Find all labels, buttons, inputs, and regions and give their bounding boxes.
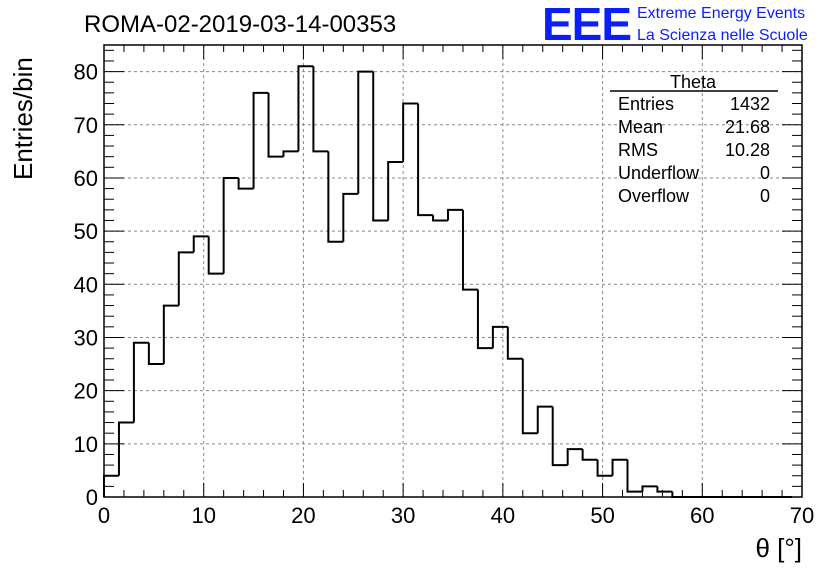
x-tick-label: 60 xyxy=(690,503,714,528)
stats-overflow-label: Overflow xyxy=(618,186,690,206)
x-tick-label: 30 xyxy=(391,503,415,528)
x-tick-label: 10 xyxy=(191,503,215,528)
plot-frame xyxy=(103,44,803,498)
histogram-bin xyxy=(476,289,493,350)
axis-ticks xyxy=(103,45,803,498)
histogram-bin xyxy=(117,421,134,476)
x-tick-label: 50 xyxy=(590,503,614,528)
logo-line-1: Extreme Energy Events xyxy=(637,5,805,22)
y-tick-label: 70 xyxy=(74,113,98,138)
histogram-bin xyxy=(626,459,643,493)
histogram-bin xyxy=(596,459,613,477)
stats-title: Theta xyxy=(670,72,717,92)
histogram-bin xyxy=(162,304,179,365)
plot-frame-rect xyxy=(103,44,803,498)
histogram-bin xyxy=(491,325,508,349)
histogram-bin xyxy=(506,326,523,360)
histogram-bin xyxy=(147,342,164,366)
histogram-bin xyxy=(222,176,239,274)
y-tick-label: 10 xyxy=(74,432,98,457)
x-tick-label: 20 xyxy=(291,503,315,528)
histogram-bin xyxy=(327,151,344,243)
histogram-bin xyxy=(132,341,149,423)
x-axis-label: θ [°] xyxy=(755,533,802,563)
stats-entries-value: 1432 xyxy=(730,94,770,114)
chart-title: ROMA-02-2019-03-14-00353 xyxy=(84,11,396,38)
y-axis-label: Entries/bin xyxy=(8,57,38,180)
histogram-bin xyxy=(671,491,688,498)
histogram-bin xyxy=(551,406,568,467)
histogram-bin xyxy=(192,235,209,253)
histogram-bin xyxy=(402,102,419,162)
histogram-bin xyxy=(252,91,269,189)
x-tick-label: 70 xyxy=(790,503,814,528)
y-tick-label: 40 xyxy=(74,272,98,297)
histogram-bin xyxy=(611,458,628,476)
stats-rms-value: 10.28 xyxy=(725,140,770,160)
stats-underflow-label: Underflow xyxy=(618,163,700,183)
histogram-bin xyxy=(297,65,314,152)
histogram-bin xyxy=(656,486,673,493)
histogram-bin xyxy=(267,92,284,158)
stats-mean-value: 21.68 xyxy=(725,117,770,137)
stats-entries-label: Entries xyxy=(618,94,674,114)
tick-labels: 0 10 20 30 40 50 60 70 0 10 20 30 40 50 60 70 80 xyxy=(74,60,815,528)
histogram-bin xyxy=(177,251,194,306)
stats-box: Theta Entries 1432 Mean 21.68 RMS 10.28 … xyxy=(610,72,778,206)
histogram-bin xyxy=(282,150,299,157)
histogram-bin xyxy=(447,208,463,221)
histogram-bin xyxy=(641,485,658,492)
histogram-bin xyxy=(357,70,374,194)
histogram-bin xyxy=(312,66,329,153)
logo-line-2: La Scienza nelle Scuole xyxy=(637,27,808,44)
y-tick-label: 80 xyxy=(74,60,98,85)
histogram-bin xyxy=(237,177,254,190)
y-tick-label: 0 xyxy=(86,485,98,510)
y-tick-label: 20 xyxy=(74,379,98,404)
histogram-bin xyxy=(521,358,538,435)
stats-mean-label: Mean xyxy=(618,117,663,137)
histogram-bin xyxy=(461,209,478,291)
histogram-bin xyxy=(387,160,404,221)
histogram-bin xyxy=(417,103,434,217)
histogram-bin xyxy=(207,236,224,275)
histogram-bin xyxy=(581,449,598,461)
grid-lines xyxy=(104,45,802,497)
eee-logo: EEE xyxy=(542,0,631,50)
x-tick-label: 40 xyxy=(491,503,515,528)
histogram-bin xyxy=(372,71,389,222)
y-tick-label: 30 xyxy=(74,325,98,350)
x-tick-label: 0 xyxy=(98,503,110,528)
stats-overflow-value: 0 xyxy=(760,186,770,206)
histogram-bin xyxy=(342,192,359,242)
histogram-bin xyxy=(432,215,449,222)
y-tick-label: 50 xyxy=(74,219,98,244)
y-tick-label: 60 xyxy=(74,166,98,191)
histogram-bin xyxy=(566,448,583,466)
stats-rms-label: RMS xyxy=(618,140,658,160)
histogram-bars xyxy=(103,65,793,498)
stats-underflow-value: 0 xyxy=(760,163,770,183)
histogram-bin xyxy=(536,405,553,434)
